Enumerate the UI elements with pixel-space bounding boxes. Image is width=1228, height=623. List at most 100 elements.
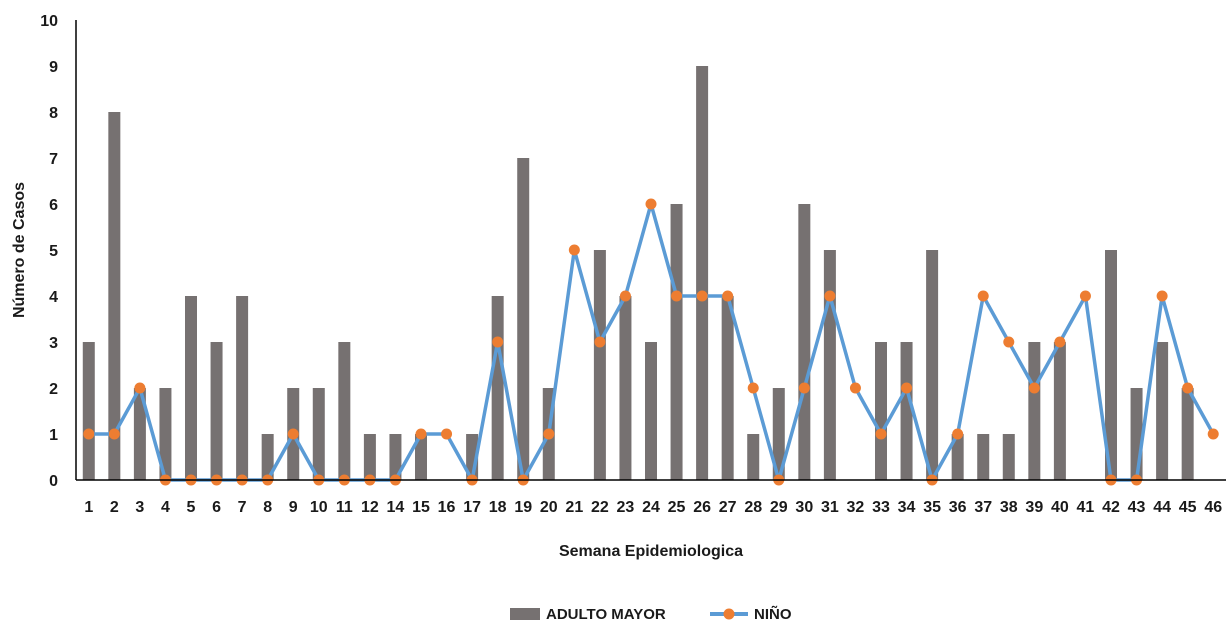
x-tick-label: 30 — [795, 499, 813, 516]
bar-adulto-mayor — [108, 112, 121, 480]
point-nino — [798, 382, 810, 394]
point-nino — [977, 290, 989, 302]
point-nino — [441, 428, 453, 440]
y-tick-label: 10 — [40, 13, 58, 30]
y-tick-label: 1 — [49, 427, 58, 444]
bar-adulto-mayor — [823, 250, 836, 480]
point-nino — [1028, 382, 1040, 394]
x-tick-label: 43 — [1128, 499, 1146, 516]
x-axis-title: Semana Epidemiologica — [559, 543, 743, 560]
legend: ADULTO MAYOR NIÑO — [510, 605, 792, 623]
point-nino — [952, 428, 964, 440]
x-tick-label: 45 — [1179, 499, 1197, 516]
point-nino — [134, 382, 146, 394]
x-axis-ticks: 1 2 3 4 5 6 7 8 9 10 11 12 14 15 16 17 18 19 20 21 22 23 24 25 2… — [84, 499, 1222, 516]
x-tick-label: 12 — [361, 499, 379, 516]
y-tick-label: 5 — [49, 243, 58, 260]
x-tick-label: 37 — [974, 499, 992, 516]
x-tick-label: 22 — [591, 499, 609, 516]
x-tick-label: 46 — [1204, 499, 1222, 516]
bar-adulto-mayor — [1181, 388, 1194, 480]
y-axis-title: Número de Casos — [11, 182, 28, 318]
x-tick-label: 44 — [1153, 499, 1171, 516]
x-tick-label: 15 — [412, 499, 430, 516]
y-tick-label: 8 — [49, 105, 58, 122]
bar-adulto-mayor — [1053, 342, 1066, 480]
y-tick-label: 7 — [49, 151, 58, 168]
x-tick-label: 28 — [744, 499, 762, 516]
x-tick-label: 10 — [310, 499, 328, 516]
bar-adulto-mayor — [593, 250, 606, 480]
x-tick-label: 7 — [238, 499, 247, 516]
bar-adulto-mayor — [619, 296, 632, 480]
point-nino — [1207, 428, 1219, 440]
point-nino — [415, 428, 427, 440]
bar-adulto-mayor — [1156, 342, 1169, 480]
point-nino — [1182, 382, 1194, 394]
point-nino — [824, 290, 836, 302]
point-nino — [1156, 290, 1168, 302]
bar-adulto-mayor — [798, 204, 811, 480]
bar-adulto-mayor — [1002, 434, 1015, 480]
plot-area — [82, 66, 1219, 486]
x-tick-label: 34 — [898, 499, 916, 516]
bar-adulto-mayor — [951, 434, 964, 480]
point-nino — [696, 290, 708, 302]
x-tick-label: 20 — [540, 499, 558, 516]
bar-adulto-mayor — [900, 342, 913, 480]
point-nino — [1079, 290, 1091, 302]
bar-adulto-mayor — [185, 296, 197, 480]
bar-adulto-mayor — [491, 296, 504, 480]
bar-adulto-mayor — [312, 388, 325, 480]
point-nino — [108, 428, 120, 440]
bar-adulto-mayor — [363, 434, 376, 480]
x-tick-label: 2 — [110, 499, 119, 516]
point-nino — [1003, 336, 1015, 348]
x-tick-label: 11 — [336, 499, 353, 516]
x-tick-label: 24 — [642, 499, 660, 516]
legend-label-adulto-mayor: ADULTO MAYOR — [546, 606, 666, 623]
x-tick-label: 14 — [387, 499, 405, 516]
bar-adulto-mayor — [261, 434, 274, 480]
x-tick-label: 42 — [1102, 499, 1120, 516]
bar-adulto-mayor — [1130, 388, 1143, 480]
bar-adulto-mayor — [1028, 342, 1041, 480]
point-nino — [747, 382, 759, 394]
x-tick-label: 18 — [489, 499, 507, 516]
y-tick-label: 4 — [49, 289, 58, 306]
bar-adulto-mayor — [82, 342, 95, 480]
y-tick-label: 6 — [49, 197, 58, 214]
y-tick-label: 9 — [49, 59, 58, 76]
bar-adulto-mayor — [747, 434, 760, 480]
x-tick-label: 36 — [949, 499, 967, 516]
bar-adulto-mayor — [517, 158, 530, 480]
point-nino — [619, 290, 631, 302]
point-nino — [492, 336, 504, 348]
x-tick-label: 3 — [135, 499, 144, 516]
x-tick-label: 29 — [770, 499, 788, 516]
bar-adulto-mayor — [645, 342, 657, 480]
x-tick-label: 40 — [1051, 499, 1069, 516]
x-tick-label: 31 — [821, 499, 839, 516]
x-tick-label: 35 — [923, 499, 941, 516]
bar-adulto-mayor — [415, 434, 427, 480]
bar-adulto-mayor — [772, 388, 785, 480]
point-nino — [568, 244, 580, 256]
bar-adulto-mayor — [1105, 250, 1117, 480]
point-nino — [722, 290, 734, 302]
y-tick-label: 3 — [49, 335, 58, 352]
x-tick-label: 33 — [872, 499, 890, 516]
x-tick-label: 6 — [212, 499, 221, 516]
x-tick-label: 8 — [263, 499, 272, 516]
point-nino — [849, 382, 861, 394]
x-tick-label: 16 — [438, 499, 456, 516]
bar-adulto-mayor — [159, 388, 172, 480]
x-tick-label: 38 — [1000, 499, 1018, 516]
bar-adulto-mayor — [210, 342, 223, 480]
y-tick-label: 0 — [49, 473, 58, 490]
x-tick-label: 41 — [1077, 499, 1095, 516]
point-nino — [1054, 336, 1066, 348]
x-tick-label: 5 — [187, 499, 196, 516]
point-nino — [875, 428, 887, 440]
point-nino — [671, 290, 683, 302]
